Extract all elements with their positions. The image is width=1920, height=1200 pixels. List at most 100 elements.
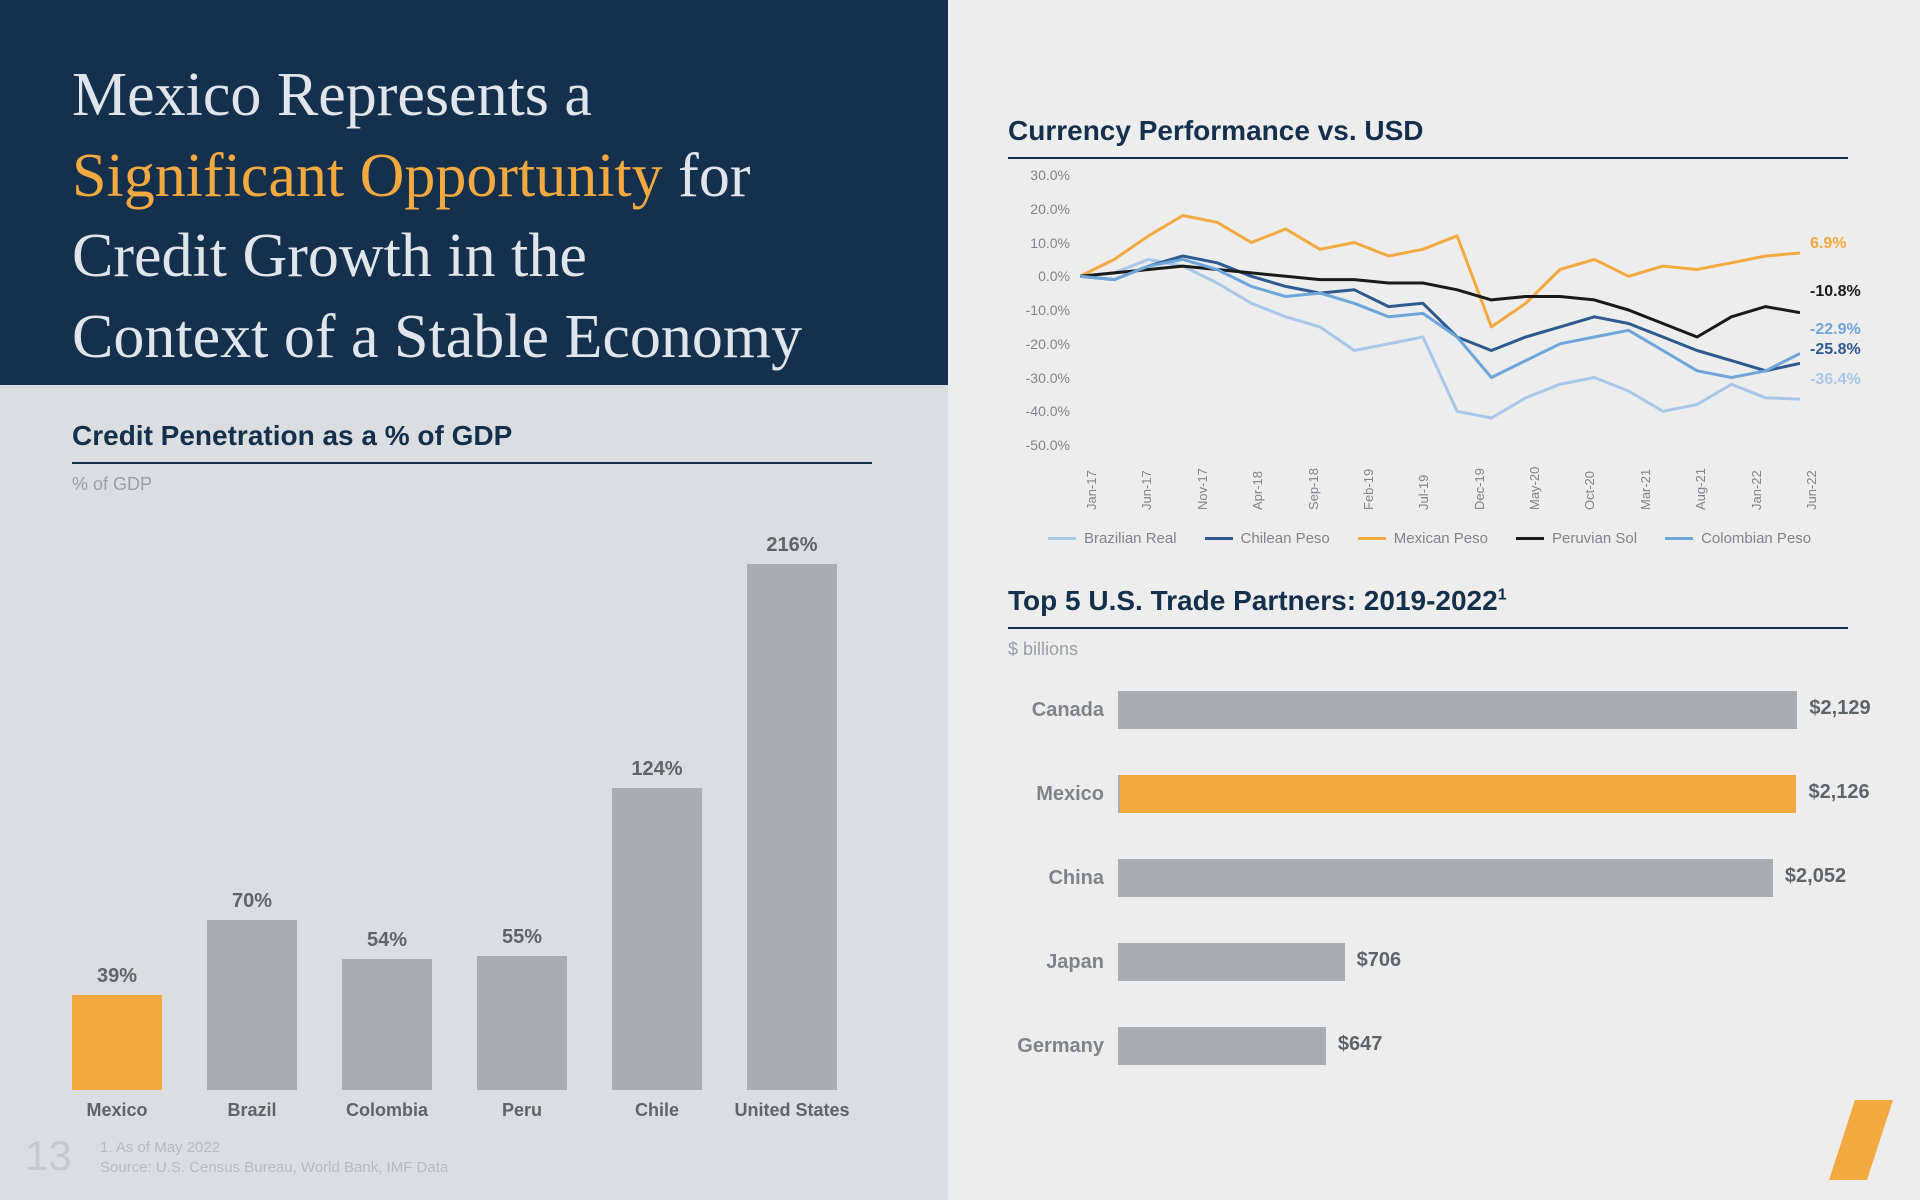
y-tick-label: -30.0% xyxy=(1008,370,1070,386)
hbar-track: $706 xyxy=(1118,943,1848,981)
legend-item: Peruvian Sol xyxy=(1516,530,1637,547)
hbar-category-label: Germany xyxy=(1008,1035,1118,1058)
x-tick-label: Jan-22 xyxy=(1749,470,1764,510)
legend-label: Chilean Peso xyxy=(1241,530,1330,547)
footnote: 1. As of May 2022 Source: U.S. Census Bu… xyxy=(100,1138,448,1179)
bar-value-label: 70% xyxy=(207,890,297,913)
legend-label: Brazilian Real xyxy=(1084,530,1177,547)
trade-hbar-chart: Canada$2,129 Mexico$2,126 China $2,052 Japan… xyxy=(1008,680,1848,1110)
legend-swatch xyxy=(1665,537,1693,540)
x-tick-label: Aug-21 xyxy=(1693,468,1708,510)
bar-rect xyxy=(477,956,567,1090)
title-line1: Mexico Represents a xyxy=(72,61,592,129)
page-number: 13 xyxy=(25,1132,72,1180)
bar-united-states: 216% xyxy=(747,564,837,1090)
hbar-row-canada: Canada$2,129 xyxy=(1008,680,1848,740)
trade-subtitle: $ billions xyxy=(1008,639,1848,660)
y-tick-label: -50.0% xyxy=(1008,437,1070,453)
bar-rect xyxy=(342,959,432,1090)
credit-subtitle: % of GDP xyxy=(72,474,872,495)
legend-swatch xyxy=(1358,537,1386,540)
bar-value-label: 124% xyxy=(612,758,702,781)
bar-category-label: Mexico xyxy=(47,1100,187,1121)
hbar-track: $2,129 xyxy=(1118,691,1848,729)
hbar-rect xyxy=(1120,859,1773,897)
bar-category-label: Chile xyxy=(587,1100,727,1121)
credit-bar-chart: 39%Mexico70%Brazil54%Colombia55%Peru124%… xyxy=(72,530,872,1130)
series-end-label: -10.8% xyxy=(1810,283,1861,301)
hbar-category-label: Mexico xyxy=(1008,783,1118,806)
legend-swatch xyxy=(1205,537,1233,540)
legend-item: Brazilian Real xyxy=(1048,530,1177,547)
hbar-value-label: $647 xyxy=(1338,1033,1383,1056)
x-tick-label: Jan-17 xyxy=(1084,470,1099,510)
title-accent: Significant Opportunity xyxy=(72,142,663,210)
hbar-row-mexico: Mexico$2,126 xyxy=(1008,764,1848,824)
hbar-track: $2,126 xyxy=(1118,775,1848,813)
legend-swatch xyxy=(1048,537,1076,540)
series-end-label: -36.4% xyxy=(1810,371,1861,389)
hbar-category-label: China xyxy=(1008,867,1118,890)
trade-section-title: Top 5 U.S. Trade Partners: 2019-20221 xyxy=(1008,585,1848,617)
x-tick-label: Oct-20 xyxy=(1582,471,1597,510)
hbar-rect xyxy=(1120,691,1797,729)
bar-rect xyxy=(612,788,702,1090)
series-chilean-peso xyxy=(1080,256,1800,371)
x-tick-label: Jul-19 xyxy=(1416,475,1431,510)
bar-mexico: 39% xyxy=(72,995,162,1090)
credit-section-header: Credit Penetration as a % of GDP % of GD… xyxy=(72,420,872,495)
legend-item: Mexican Peso xyxy=(1358,530,1488,547)
x-tick-label: Apr-18 xyxy=(1250,471,1265,510)
bar-value-label: 54% xyxy=(342,929,432,952)
footnote-line1: 1. As of May 2022 xyxy=(100,1139,220,1156)
y-tick-label: 0.0% xyxy=(1008,268,1070,284)
trade-title-sup: 1 xyxy=(1498,587,1507,604)
hbar-value-label: $2,052 xyxy=(1785,865,1846,888)
section-rule xyxy=(1008,157,1848,159)
section-rule xyxy=(72,462,872,464)
hbar-track: $647 xyxy=(1118,1027,1848,1065)
series-end-label: -25.8% xyxy=(1810,341,1861,359)
y-tick-label: 30.0% xyxy=(1008,167,1070,183)
currency-legend: Brazilian Real Chilean Peso Mexican Peso Pe… xyxy=(1048,530,1868,547)
trade-section-header: Top 5 U.S. Trade Partners: 2019-20221 $ … xyxy=(1008,585,1848,660)
bar-value-label: 216% xyxy=(747,534,837,557)
hbar-row-germany: Germany $647 xyxy=(1008,1016,1848,1076)
brand-slash-icon xyxy=(1842,1100,1880,1180)
hbar-rect xyxy=(1120,943,1345,981)
series-end-label: -22.9% xyxy=(1810,321,1861,339)
hbar-value-label: $2,129 xyxy=(1809,697,1870,720)
trade-title-text: Top 5 U.S. Trade Partners: 2019-2022 xyxy=(1008,585,1498,616)
x-tick-label: Feb-19 xyxy=(1361,469,1376,510)
bar-value-label: 39% xyxy=(72,965,162,988)
legend-item: Colombian Peso xyxy=(1665,530,1811,547)
legend-label: Peruvian Sol xyxy=(1552,530,1637,547)
legend-label: Colombian Peso xyxy=(1701,530,1811,547)
bar-category-label: United States xyxy=(722,1100,862,1121)
hbar-category-label: Canada xyxy=(1008,699,1118,722)
bar-category-label: Brazil xyxy=(182,1100,322,1121)
hbar-rect xyxy=(1120,1027,1326,1065)
bar-brazil: 70% xyxy=(207,920,297,1090)
y-tick-label: -10.0% xyxy=(1008,302,1070,318)
title-panel: Mexico Represents a Significant Opportun… xyxy=(0,0,948,385)
title-line4: Context of a Stable Economy xyxy=(72,303,802,371)
bar-category-label: Peru xyxy=(452,1100,592,1121)
hbar-category-label: Japan xyxy=(1008,951,1118,974)
title-line2-rest: for xyxy=(663,142,751,210)
y-tick-label: 10.0% xyxy=(1008,235,1070,251)
y-tick-label: -40.0% xyxy=(1008,403,1070,419)
hbar-value-label: $2,126 xyxy=(1808,781,1869,804)
footnote-line2: Source: U.S. Census Bureau, World Bank, … xyxy=(100,1159,448,1176)
currency-section-header: Currency Performance vs. USD xyxy=(1008,115,1848,159)
currency-line-chart: 30.0%20.0%10.0%0.0%-10.0%-20.0%-30.0%-40… xyxy=(1008,175,1848,475)
x-tick-label: Jun-22 xyxy=(1804,470,1819,510)
hbar-row-japan: Japan$706 xyxy=(1008,932,1848,992)
legend-item: Chilean Peso xyxy=(1205,530,1330,547)
credit-section-title: Credit Penetration as a % of GDP xyxy=(72,420,872,452)
bar-category-label: Colombia xyxy=(317,1100,457,1121)
bar-rect xyxy=(72,995,162,1090)
x-tick-label: Dec-19 xyxy=(1472,468,1487,510)
x-tick-label: Mar-21 xyxy=(1638,469,1653,510)
bar-peru: 55% xyxy=(477,956,567,1090)
